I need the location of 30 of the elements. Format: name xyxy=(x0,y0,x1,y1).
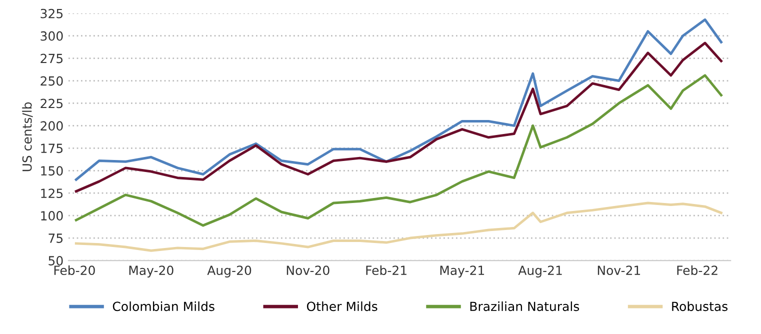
y-tick-label: 175 xyxy=(41,144,63,154)
legend-label: Robustas xyxy=(672,301,728,312)
x-tick-label: May-20 xyxy=(129,266,174,278)
y-tick-label: 325 xyxy=(40,8,63,18)
line-series xyxy=(74,42,722,193)
legend-label: Other Milds xyxy=(306,301,378,312)
y-tick-label: 150 xyxy=(41,166,63,176)
x-tick-label: May-21 xyxy=(440,266,484,278)
y-tick-label: 275 xyxy=(40,54,63,64)
x-tick-label: Feb-20 xyxy=(54,265,95,276)
y-tick-label: 200 xyxy=(40,121,63,131)
line-series xyxy=(74,18,722,181)
line-series xyxy=(74,202,722,252)
y-tick-label: 300 xyxy=(40,31,63,41)
x-tick-label: Nov-20 xyxy=(286,266,330,276)
x-tick-label: Feb-22 xyxy=(677,265,718,276)
y-tick-label: 75 xyxy=(48,234,63,243)
x-tick-label: Nov-21 xyxy=(598,266,640,276)
legend-label: Colombian Milds xyxy=(112,301,214,312)
y-axis-title: US cents/lb xyxy=(22,102,33,172)
legend-label: Brazilian Naturals xyxy=(470,301,580,312)
x-tick-label: Aug-20 xyxy=(207,266,252,278)
y-tick-label: 100 xyxy=(41,211,63,221)
y-tick-label: 225 xyxy=(40,98,63,108)
y-tick-label: 250 xyxy=(40,76,63,86)
y-tick-label: 50 xyxy=(48,256,63,266)
y-tick-label: 125 xyxy=(41,188,63,198)
line-series xyxy=(74,74,722,227)
x-tick-label: Aug-21 xyxy=(518,266,562,278)
x-tick-label: Feb-21 xyxy=(366,265,406,276)
